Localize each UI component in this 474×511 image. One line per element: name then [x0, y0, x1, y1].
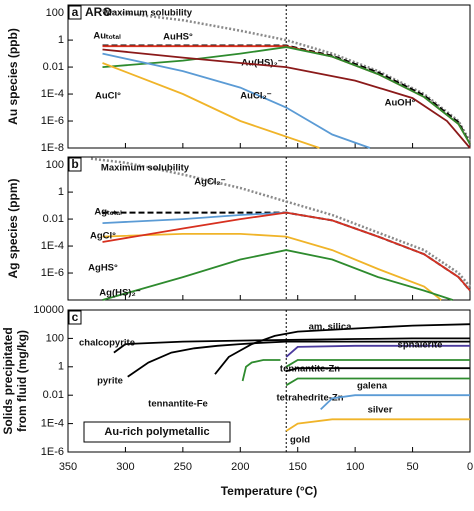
series-label: AuCl₂⁻ — [240, 91, 271, 102]
series-label: Au(HS)₂⁻ — [241, 58, 282, 69]
x-tick-label: 50 — [406, 461, 418, 473]
series-line — [285, 359, 470, 368]
series-line — [102, 249, 454, 301]
y-tick-label: 1 — [58, 361, 64, 373]
y-tick-label: 1E-6 — [41, 446, 64, 458]
panel-label-box — [68, 310, 82, 325]
series-line — [285, 418, 470, 432]
y-tick-label: 10000 — [33, 304, 64, 316]
y-tick-label: 1E-6 — [41, 115, 64, 127]
y-tick-label: 1E-4 — [41, 240, 64, 252]
x-tick-label: 300 — [116, 461, 134, 473]
y-tick-label: 0.01 — [43, 389, 64, 401]
y-tick-label: 1 — [58, 186, 64, 198]
y-tick-label: 100 — [46, 332, 64, 344]
y-axis-label: Au species (ppb) — [6, 28, 20, 125]
series-label: AuOH° — [385, 98, 416, 109]
series-line — [102, 52, 371, 149]
panel-label-box — [68, 157, 82, 172]
series-line — [320, 394, 470, 411]
x-axis-label: Temperature (°C) — [221, 484, 318, 498]
series-line — [102, 62, 320, 149]
y-axis-label: from fluid (mg/kg) — [15, 330, 29, 432]
y-tick-label: 1E-8 — [41, 142, 64, 154]
series-label: pyrite — [97, 376, 123, 387]
y-axis-label: Solids precipitated — [1, 327, 15, 434]
series-label: silver — [368, 405, 393, 416]
series-line — [214, 323, 471, 375]
series-line — [102, 48, 471, 149]
series-label: Maximum solubility — [101, 163, 190, 174]
series-line — [102, 233, 442, 301]
plot-frame — [67, 309, 471, 453]
x-tick-label: 150 — [289, 461, 307, 473]
panel-label: c — [72, 310, 79, 324]
y-tick-label: 1 — [58, 34, 64, 46]
series-label: AuCl° — [95, 91, 121, 102]
series-line — [285, 367, 470, 372]
series-label: galena — [357, 381, 388, 392]
series-label: Ag(HS)₂⁻ — [99, 288, 140, 299]
y-tick-label: 1E-4 — [41, 418, 64, 430]
series-line — [127, 340, 470, 378]
y-tick-label: 0.01 — [43, 213, 64, 225]
chart-title: ARC — [85, 5, 111, 19]
series-line — [285, 344, 470, 358]
x-tick-label: 100 — [346, 461, 364, 473]
series-line — [102, 211, 471, 292]
series-line — [102, 46, 471, 145]
panel-label-box — [68, 5, 82, 20]
panel-label: b — [71, 157, 78, 171]
series-line — [90, 157, 471, 288]
series-label: AgCl° — [90, 231, 116, 242]
x-tick-label: 200 — [231, 461, 249, 473]
series-line — [113, 337, 470, 354]
series-label: Auₜₒₜₐₗ — [93, 31, 121, 42]
y-axis-label: Ag species (ppm) — [6, 178, 20, 278]
x-tick-label: 350 — [59, 461, 77, 473]
annotation: Au-rich polymetallic — [104, 426, 209, 438]
series-label: Maximum solubility — [104, 8, 193, 19]
series-label: gold — [290, 435, 310, 446]
series-label: AuHS° — [163, 32, 193, 43]
annotation-box — [83, 421, 231, 443]
panel-label: a — [72, 5, 79, 19]
y-tick-label: 1E-4 — [41, 88, 64, 100]
series-label: chalcopyrite — [79, 338, 135, 349]
series-line — [285, 377, 470, 387]
x-tick-label: 250 — [174, 461, 192, 473]
series-label: am. silica — [309, 322, 352, 333]
plot-frame — [67, 4, 471, 149]
series-label: sphalerite — [398, 340, 443, 351]
series-label: AgHS° — [88, 263, 118, 274]
plot-frame — [67, 156, 471, 301]
x-tick-label: 0 — [467, 461, 473, 473]
series-label: Agₜₒₜₐₗ — [94, 207, 122, 218]
y-tick-label: 1E-6 — [41, 267, 64, 279]
series-label: tennantite-Fe — [148, 399, 208, 410]
series-line — [241, 359, 281, 382]
series-line — [102, 9, 472, 143]
y-tick-label: 100 — [46, 159, 64, 171]
y-tick-label: 100 — [46, 7, 64, 19]
series-label: AgCl₂⁻ — [194, 177, 225, 188]
y-tick-label: 0.01 — [43, 61, 64, 73]
series-label: tetrahedrite-Zn — [276, 393, 343, 404]
